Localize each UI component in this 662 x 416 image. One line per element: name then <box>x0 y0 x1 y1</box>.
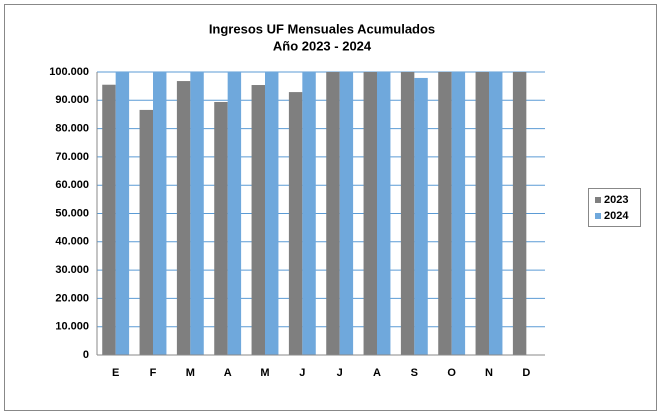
y-tick-label: 90.000 <box>55 94 89 106</box>
bar <box>139 109 153 355</box>
x-tick-label: A <box>373 367 381 379</box>
bar <box>512 72 527 355</box>
x-tick-label: M <box>186 367 195 379</box>
bar <box>214 101 228 355</box>
y-tick-label: 50.000 <box>55 207 89 219</box>
bar <box>288 92 303 355</box>
bar <box>326 72 340 355</box>
bar <box>153 72 167 355</box>
x-tick-label: E <box>112 367 119 379</box>
bar <box>475 72 489 355</box>
legend-label: 2024 <box>604 210 629 222</box>
x-tick-label: J <box>337 367 343 379</box>
x-tick-label: A <box>224 367 232 379</box>
legend-swatch <box>595 197 601 203</box>
legend-label: 2023 <box>604 194 628 206</box>
bar <box>176 81 191 355</box>
bar <box>400 72 415 355</box>
bar <box>265 72 279 355</box>
x-tick-label: O <box>447 367 456 379</box>
legend-swatch <box>595 213 601 219</box>
y-tick-label: 10.000 <box>55 321 89 333</box>
y-tick-label: 80.000 <box>55 123 89 135</box>
bar <box>339 72 354 355</box>
y-tick-label: 20.000 <box>55 292 89 304</box>
bar <box>377 72 391 355</box>
bar <box>438 72 452 355</box>
bar <box>115 72 130 355</box>
y-tick-label: 70.000 <box>55 151 89 163</box>
bar <box>414 77 428 356</box>
x-tick-label: N <box>485 367 493 379</box>
chart-subtitle: Año 2023 - 2024 <box>273 38 372 53</box>
bar <box>302 72 316 355</box>
chart-title: Ingresos UF Mensuales Acumulados <box>209 21 435 36</box>
bar <box>102 84 116 356</box>
bar <box>227 72 242 355</box>
bar <box>489 72 503 355</box>
x-tick-label: J <box>299 367 305 379</box>
x-tick-label: M <box>260 367 269 379</box>
bar <box>190 72 204 355</box>
y-tick-label: 40.000 <box>55 236 89 248</box>
y-tick-label: 60.000 <box>55 179 89 191</box>
x-tick-label: D <box>522 367 530 379</box>
legend-box <box>588 188 641 227</box>
bar <box>363 72 377 355</box>
bar <box>451 72 466 355</box>
y-tick-label: 0 <box>83 349 89 361</box>
x-tick-label: S <box>411 367 418 379</box>
bar <box>251 85 265 355</box>
x-tick-label: F <box>150 367 157 379</box>
y-tick-label: 100.000 <box>49 66 89 78</box>
y-tick-label: 30.000 <box>55 264 89 276</box>
